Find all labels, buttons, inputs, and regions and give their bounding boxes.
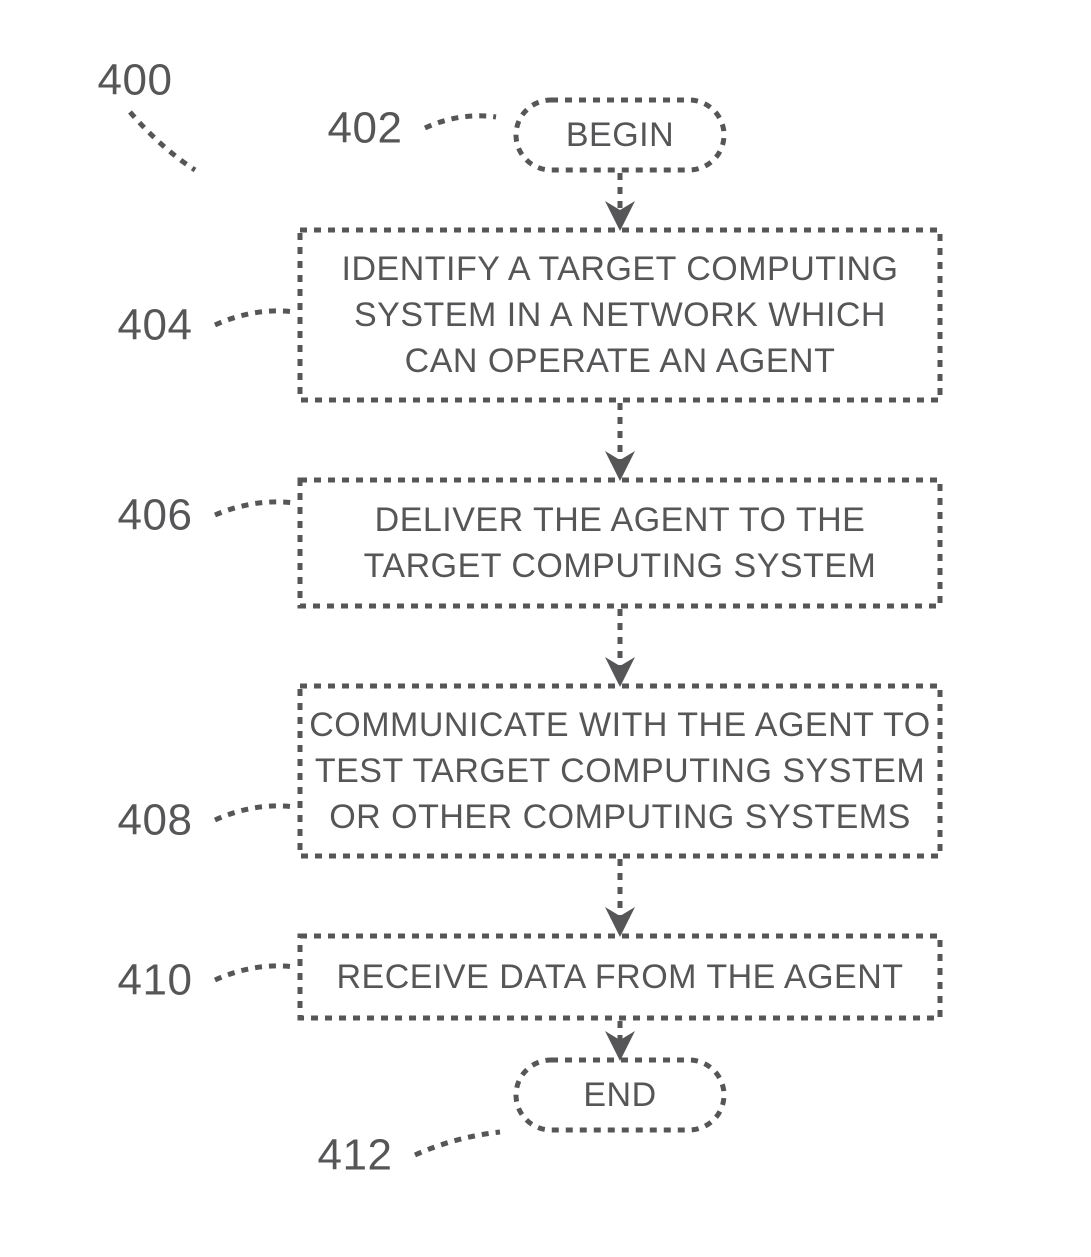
box-text-line: TEST TARGET COMPUTING SYSTEM — [315, 752, 925, 790]
box-text-line: SYSTEM IN A NETWORK WHICH — [354, 296, 886, 334]
pill-label: END — [583, 1076, 656, 1114]
pill-label: BEGIN — [566, 116, 674, 154]
reference-number: 400 — [98, 56, 173, 105]
box-text-line: DELIVER THE AGENT TO THE — [375, 501, 866, 539]
box-text-line: COMMUNICATE WITH THE AGENT TO — [309, 706, 931, 744]
box-text-line: OR OTHER COMPUTING SYSTEMS — [329, 798, 911, 836]
box-text-line: TARGET COMPUTING SYSTEM — [364, 547, 877, 585]
reference-number: 402 — [328, 104, 403, 153]
reference-number: 404 — [118, 301, 193, 350]
reference-number: 406 — [118, 491, 193, 540]
box-text-line: IDENTIFY A TARGET COMPUTING — [342, 250, 899, 288]
reference-number: 412 — [318, 1131, 393, 1180]
reference-number: 410 — [118, 956, 193, 1005]
flowchart-diagram: BEGIN 402 IDENTIFY A TARGET COMPUTING SYSTE… — [0, 0, 1091, 1257]
reference-number: 408 — [118, 796, 193, 845]
box-text-line: RECEIVE DATA FROM THE AGENT — [336, 958, 903, 996]
box-text-line: CAN OPERATE AN AGENT — [405, 342, 836, 380]
